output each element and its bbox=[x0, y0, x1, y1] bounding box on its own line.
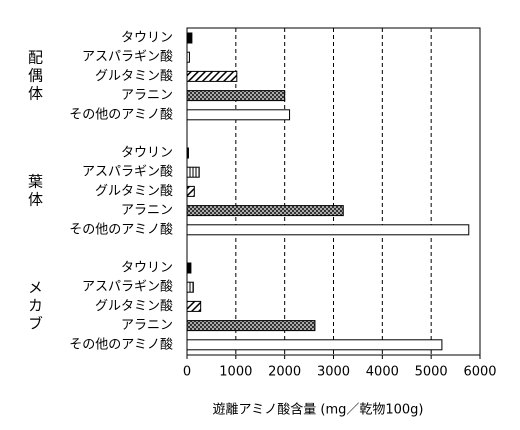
category-label: アスパラギン酸 bbox=[82, 50, 173, 65]
bar bbox=[186, 90, 286, 102]
bar bbox=[186, 339, 443, 351]
x-tick-label: 5000 bbox=[415, 365, 448, 380]
category-label: その他のアミノ酸 bbox=[69, 107, 173, 122]
x-tick-label: 1000 bbox=[219, 365, 252, 380]
category-label: タウリン bbox=[121, 31, 173, 46]
bar bbox=[186, 32, 193, 44]
bar bbox=[186, 109, 291, 121]
category-label: アラニン bbox=[121, 318, 173, 333]
bar bbox=[186, 205, 344, 217]
x-axis-title: 遊離アミノ酸含量 (mg／乾物100g) bbox=[213, 402, 424, 418]
category-label: グルタミン酸 bbox=[95, 69, 173, 84]
bar bbox=[186, 320, 316, 332]
plot-frame bbox=[186, 27, 481, 356]
category-label: その他のアミノ酸 bbox=[69, 222, 173, 237]
group-label: 葉体 bbox=[26, 173, 44, 209]
group-label: メカブ bbox=[26, 279, 44, 333]
category-label: タウリン bbox=[121, 261, 173, 276]
category-label: アスパラギン酸 bbox=[82, 280, 173, 295]
x-tick-label: 2000 bbox=[268, 365, 301, 380]
bar bbox=[186, 166, 200, 178]
bar bbox=[186, 70, 238, 82]
bar bbox=[186, 262, 192, 274]
group-label: 配偶体 bbox=[26, 49, 44, 103]
x-tick-label: 6000 bbox=[463, 365, 496, 380]
category-label: グルタミン酸 bbox=[95, 184, 173, 199]
category-label: アラニン bbox=[121, 88, 173, 103]
category-label: タウリン bbox=[121, 146, 173, 161]
x-tick-label: 3000 bbox=[317, 365, 350, 380]
category-label: アラニン bbox=[121, 203, 173, 218]
bar bbox=[186, 185, 195, 197]
x-tick-label: 0 bbox=[183, 365, 191, 380]
bar bbox=[186, 224, 470, 236]
category-label: グルタミン酸 bbox=[95, 299, 173, 314]
category-label: その他のアミノ酸 bbox=[69, 337, 173, 352]
category-label: アスパラギン酸 bbox=[82, 165, 173, 180]
bar bbox=[186, 300, 202, 312]
bar bbox=[186, 281, 194, 293]
x-tick-label: 4000 bbox=[366, 365, 399, 380]
